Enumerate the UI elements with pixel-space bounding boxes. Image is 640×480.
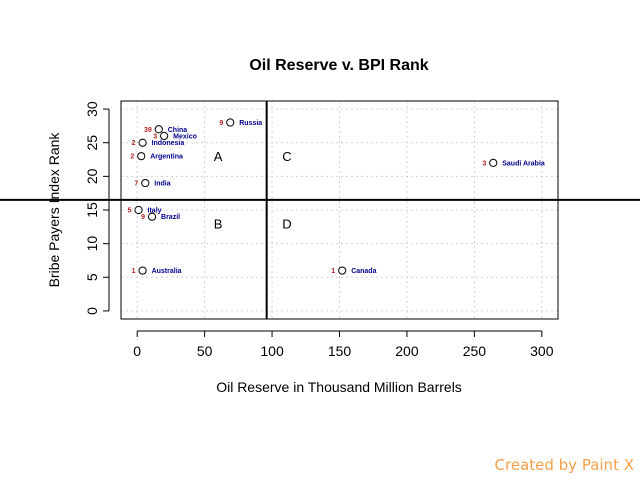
- point-label-china: China: [168, 127, 188, 134]
- y-tick-label: 15: [84, 202, 100, 218]
- value-label-india: 7: [134, 181, 138, 188]
- point-label-brazil: Brazil: [161, 214, 180, 221]
- value-label-australia: 1: [132, 268, 136, 275]
- value-label-saudi-arabia: 3: [482, 160, 486, 167]
- x-tick-label: 150: [328, 343, 352, 359]
- point-label-saudi-arabia: Saudi Arabia: [502, 160, 545, 167]
- data-point-saudi-arabia: [489, 158, 498, 168]
- value-label-mexico: 3: [153, 133, 157, 140]
- data-point-argentina: [137, 152, 146, 161]
- chart-title: Oil Reserve v. BPI Rank: [249, 57, 428, 74]
- quadrant-label-a: A: [214, 149, 223, 164]
- value-label-russia: 9: [219, 120, 223, 127]
- x-axis-label: Oil Reserve in Thousand Million Barrels: [216, 379, 462, 395]
- x-tick-label: 50: [197, 343, 213, 359]
- value-label-brazil: 9: [141, 214, 145, 221]
- data-point-indonesia: [138, 138, 147, 147]
- quadrant-label-c: C: [282, 149, 291, 164]
- x-tick-label: 300: [530, 343, 554, 359]
- x-tick-label: 200: [395, 343, 419, 359]
- data-point-italy: [134, 205, 143, 215]
- point-label-australia: Australia: [152, 268, 182, 275]
- point-label-canada: Canada: [351, 268, 376, 275]
- quadrant-label-d: D: [282, 216, 291, 231]
- data-point-canada: [338, 266, 347, 275]
- data-point-australia: [138, 266, 147, 275]
- data-point-russia: [226, 118, 235, 127]
- point-label-russia: Russia: [239, 120, 262, 127]
- watermark-text: Created by Paint X: [494, 456, 634, 474]
- value-label-italy: 5: [128, 208, 132, 215]
- data-point-mexico: [160, 131, 169, 141]
- y-tick-label: 0: [84, 307, 100, 315]
- x-tick-label: 250: [463, 343, 487, 359]
- value-label-china: 39: [144, 127, 152, 134]
- y-tick-label: 10: [84, 236, 100, 252]
- y-tick-label: 30: [84, 101, 100, 117]
- y-tick-label: 20: [84, 168, 100, 184]
- data-point-brazil: [147, 212, 157, 221]
- value-label-indonesia: 2: [132, 140, 136, 147]
- point-label-mexico: Mexico: [173, 133, 197, 140]
- data-point-china: [154, 125, 163, 134]
- point-label-india: India: [154, 181, 170, 188]
- value-label-argentina: 2: [130, 154, 134, 161]
- x-tick-label: 100: [260, 343, 284, 359]
- value-label-canada: 1: [331, 268, 335, 275]
- y-tick-label: 25: [84, 135, 100, 151]
- x-tick-label: 0: [133, 343, 141, 359]
- y-tick-label: 5: [84, 273, 100, 281]
- y-axis-label: Bribe Payers Index Rank: [46, 132, 62, 288]
- point-label-argentina: Argentina: [150, 154, 183, 161]
- point-label-indonesia: Indonesia: [152, 140, 185, 147]
- plot-frame: [120, 100, 559, 320]
- data-point-india: [141, 178, 150, 188]
- quadrant-label-b: B: [214, 216, 223, 231]
- point-label-italy: Italy: [148, 208, 162, 215]
